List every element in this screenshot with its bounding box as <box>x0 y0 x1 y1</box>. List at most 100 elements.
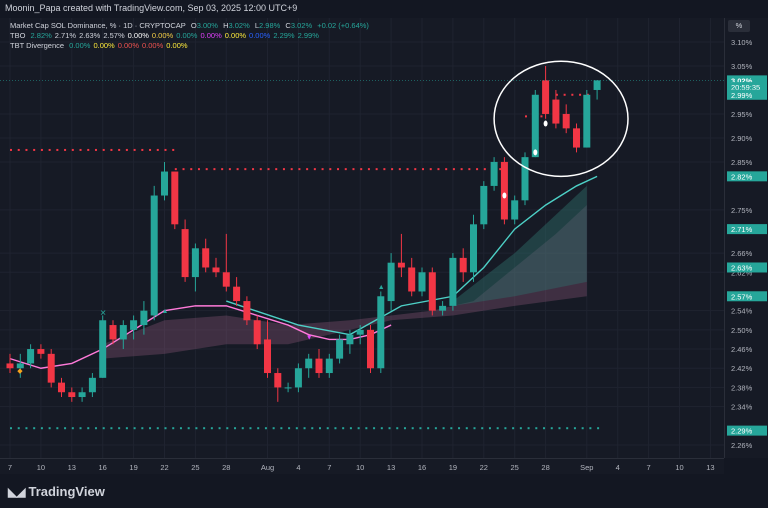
level-dot <box>64 148 67 151</box>
level-dot <box>190 168 193 171</box>
candle <box>284 382 292 393</box>
legend-tbo-value: 2.57% <box>103 31 125 40</box>
legend-tbt-value: 0.00% <box>93 41 115 50</box>
level-dot <box>414 168 417 171</box>
level-dot <box>411 427 414 430</box>
candle <box>109 320 117 345</box>
level-dot <box>79 427 82 430</box>
legend-tbt-value: 0.00% <box>69 41 91 50</box>
candle-body <box>315 358 323 374</box>
level-dot <box>540 115 543 118</box>
level-dot <box>419 427 422 430</box>
candle <box>315 349 323 378</box>
level-dot <box>422 168 424 171</box>
level-dot <box>56 427 59 430</box>
candle <box>490 157 498 191</box>
price-tick-label: 2.62% <box>731 268 753 277</box>
level-dot <box>483 168 486 171</box>
level-dot <box>280 427 283 430</box>
candle <box>161 161 168 201</box>
tradingview-brand: TradingView <box>28 484 105 499</box>
candle-body <box>150 195 158 316</box>
signal-dot-marker <box>502 192 507 199</box>
level-dot <box>64 427 67 430</box>
level-dot <box>252 168 255 171</box>
chart-pane[interactable]: ✕ ◆ ▲ ▲ ▼ Market Cap SOL Dominance, % · 1D ·… <box>0 18 724 458</box>
legend-tbo-value: 2.63% <box>79 31 101 40</box>
level-dot <box>156 148 159 151</box>
candle <box>37 344 45 359</box>
candle-body <box>119 325 127 340</box>
level-dot <box>48 427 51 430</box>
candle <box>542 65 550 119</box>
candle-body <box>377 296 385 369</box>
candle-body <box>253 320 261 345</box>
candle-body <box>264 339 271 374</box>
level-dot <box>321 168 324 171</box>
time-tick-label: 10 <box>37 463 45 472</box>
level-dot <box>375 168 378 171</box>
candle <box>181 219 189 282</box>
candle <box>78 387 86 402</box>
level-dot <box>87 148 90 151</box>
level-dot <box>337 168 340 171</box>
price-scale[interactable]: 3.10% 3.05% 2.95% 2.90% 2.85% 2.75% 2.66% 2.62%… <box>724 18 768 458</box>
level-dot <box>329 168 332 171</box>
candle <box>191 243 199 292</box>
level-dot <box>267 168 270 171</box>
legend-tbo[interactable]: TBO 2.82% 2.71% 2.63% 2.57% 0.00% 0.00% 0.00% 0… <box>10 31 322 41</box>
price-label-text: 2.57% <box>731 292 753 301</box>
candle-body <box>6 363 14 369</box>
level-dot <box>141 427 144 430</box>
price-tick-label: 2.34% <box>731 403 753 412</box>
tradingview-logo[interactable]: ◣◢ TradingView <box>8 484 105 499</box>
level-dot <box>226 427 229 430</box>
candle-body <box>325 358 333 374</box>
grid <box>0 18 724 458</box>
candle-body <box>542 80 550 114</box>
level-dot <box>445 168 448 171</box>
level-dot <box>25 148 28 151</box>
legend-tbt[interactable]: TBT Divergence 0.00% 0.00% 0.00% 0.00% 0.00% <box>10 41 191 51</box>
candle <box>336 334 344 364</box>
level-dot <box>10 427 12 430</box>
candle <box>150 185 158 321</box>
level-dot <box>311 427 314 430</box>
legend-tbt-value: 0.00% <box>117 41 139 50</box>
legend-tbo-value: 2.82% <box>30 31 52 40</box>
price-label-box <box>727 89 767 100</box>
level-dot <box>172 427 175 430</box>
candle <box>552 89 560 129</box>
candle-body <box>439 305 447 311</box>
level-dot <box>550 427 553 430</box>
level-dot <box>133 148 136 151</box>
level-dot <box>326 427 329 430</box>
level-dot <box>221 168 224 171</box>
candle <box>47 349 55 388</box>
level-dot <box>174 168 177 171</box>
level-dot <box>195 427 198 430</box>
signal-markers: ✕ ◆ ▲ ▲ ▼ <box>17 120 548 375</box>
candle-body <box>511 200 519 220</box>
price-tick-label: 2.75% <box>731 206 753 215</box>
time-tick-label: 13 <box>387 463 395 472</box>
chart-svg[interactable]: ✕ ◆ ▲ ▲ ▼ <box>0 18 724 458</box>
time-axis[interactable]: 7 10 13 16 19 22 25 28 Aug 4 7 10 13 16 19 22 25 28 Sep 4 7 1… <box>0 458 724 475</box>
candle <box>212 257 220 278</box>
level-dot <box>579 93 582 96</box>
ribbon <box>102 185 587 359</box>
level-dot <box>543 427 546 430</box>
candle <box>511 195 519 225</box>
level-dot <box>342 427 345 430</box>
level-dot <box>476 168 479 171</box>
level-dot <box>357 427 360 430</box>
legend-tbo-value: 0.00% <box>127 31 149 40</box>
percent-scale-button[interactable]: % <box>728 20 750 32</box>
level-dot <box>241 427 244 430</box>
level-dot <box>380 427 383 430</box>
price-tick-label: 2.95% <box>731 110 753 119</box>
candle <box>531 89 539 158</box>
level-dot <box>203 427 206 430</box>
level-dot <box>406 168 409 171</box>
price-label-box <box>727 75 767 86</box>
